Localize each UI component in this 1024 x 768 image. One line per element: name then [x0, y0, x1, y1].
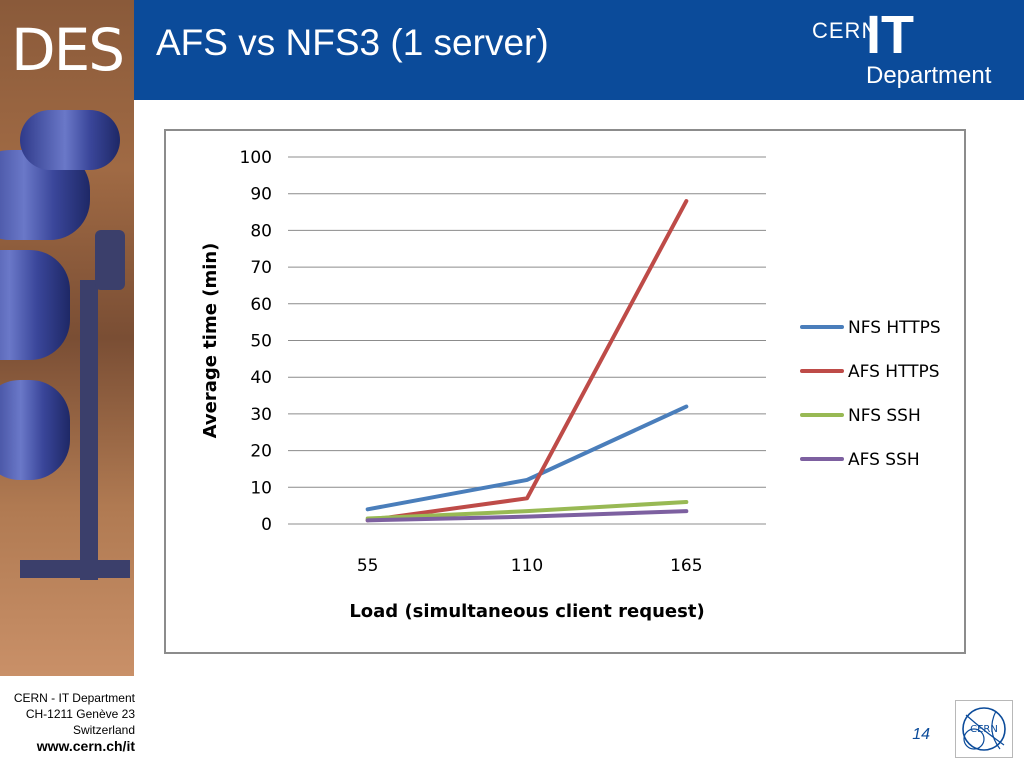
footer-address: CERN - IT Department CH-1211 Genève 23 S… — [4, 690, 135, 754]
side-photo — [0, 0, 134, 676]
y-tick-label: 0 — [261, 515, 272, 535]
logo-cern-text: CERN — [812, 18, 879, 43]
x-axis-title: Load (simultaneous client request) — [349, 601, 704, 622]
x-tick-label: 165 — [670, 556, 702, 576]
y-tick-label: 80 — [250, 221, 272, 241]
legend-item-label: AFS HTTPS — [848, 362, 940, 382]
series-line — [365, 404, 689, 512]
des-logo: DES — [0, 0, 134, 100]
legend-item-label: NFS SSH — [848, 406, 921, 426]
page-number: 14 — [912, 726, 930, 743]
y-axis-ticks: 0 10 20 30 40 50 60 70 80 90 100 — [240, 148, 272, 535]
chart-grid — [288, 156, 766, 525]
cern-logo-icon: CERN — [955, 700, 1013, 758]
footer-line-1: CERN - IT Department — [13, 691, 135, 705]
legend-item-label: NFS HTTPS — [848, 318, 941, 338]
logo-it-text: IT — [866, 5, 914, 65]
cern-it-department-logo: CERN IT Department — [792, 5, 1012, 92]
footer-line-3: Switzerland — [72, 723, 135, 737]
x-axis-ticks: 55 110 165 — [357, 556, 703, 576]
y-tick-label: 60 — [250, 295, 272, 315]
svg-text:CERN: CERN — [970, 724, 998, 735]
y-tick-label: 100 — [240, 148, 272, 168]
logo-department-text: Department — [866, 62, 992, 89]
line-chart: 0 10 20 30 40 50 60 70 80 90 100 55 110 165 NFS HTTP… — [200, 148, 941, 622]
y-tick-label: 30 — [250, 405, 272, 425]
series-line — [365, 499, 689, 521]
footer-line-2: CH-1211 Genève 23 — [25, 707, 135, 721]
y-tick-label: 40 — [250, 368, 272, 388]
series-line — [365, 199, 689, 523]
chart-legend: NFS HTTPS AFS HTTPS NFS SSH AFS SSH — [800, 318, 941, 470]
chart-series — [365, 199, 689, 523]
y-tick-label: 90 — [250, 185, 272, 205]
legend-item-label: AFS SSH — [848, 450, 920, 470]
header-bar: AFS vs NFS3 (1 server) CERN IT Departmen… — [134, 0, 1024, 100]
x-tick-label: 55 — [357, 556, 379, 576]
y-tick-label: 70 — [250, 258, 272, 278]
y-axis-title: Average time (min) — [200, 243, 221, 439]
y-tick-label: 50 — [250, 332, 272, 352]
y-tick-label: 20 — [250, 442, 272, 462]
chart-frame: 0 10 20 30 40 50 60 70 80 90 100 55 110 165 NFS HTTP… — [164, 129, 966, 654]
series-line — [365, 509, 689, 523]
footer-url-link[interactable]: www.cern.ch/it — [36, 738, 135, 754]
des-logo-text: DES — [10, 16, 125, 84]
x-tick-label: 110 — [511, 556, 543, 576]
slide-title: AFS vs NFS3 (1 server) — [156, 22, 549, 63]
y-tick-label: 10 — [250, 478, 272, 498]
